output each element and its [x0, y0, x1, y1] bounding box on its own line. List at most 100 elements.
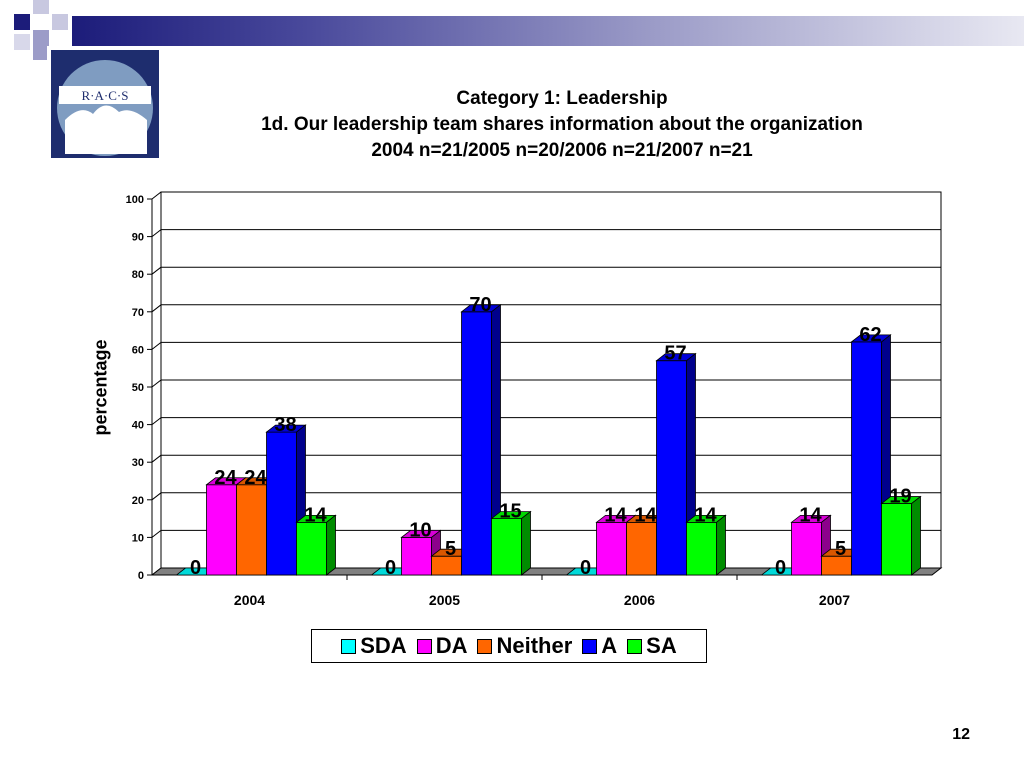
y-tick-label: 100	[126, 194, 144, 206]
y-axis-label: percentage	[90, 339, 111, 436]
bar-front	[881, 503, 912, 576]
y-tick-label: 10	[132, 532, 144, 544]
bar-front	[461, 311, 492, 576]
data-label: 62	[859, 324, 881, 346]
gridline-depth	[151, 417, 162, 425]
page-number: 12	[952, 726, 970, 743]
bar-side	[521, 510, 531, 576]
data-label: 14	[604, 504, 627, 526]
legend-item-a: A	[582, 633, 617, 659]
title-line-3: 2004 n=21/2005 n=20/2006 n=21/2007 n=21	[371, 140, 753, 161]
legend-item-sda: SDA	[341, 633, 407, 659]
data-label: 10	[409, 519, 431, 541]
x-tick-label: 2007	[819, 592, 850, 608]
decor-square	[14, 34, 30, 50]
data-label: 24	[244, 467, 267, 489]
gridline-depth	[151, 304, 162, 313]
bar-a-2005	[460, 303, 502, 576]
data-label: 0	[775, 557, 786, 579]
bar-front	[626, 521, 657, 576]
logo-text: R·A·C·S	[82, 88, 129, 103]
decor-square	[14, 14, 30, 30]
data-label: 14	[799, 504, 822, 526]
bar-sa-2007	[880, 495, 922, 576]
bar-front	[686, 521, 717, 576]
legend-item-sa: SA	[627, 633, 677, 659]
legend-label: SA	[646, 633, 677, 658]
header-banner	[72, 16, 1024, 46]
bar-front	[296, 521, 327, 576]
y-tick-label: 0	[138, 570, 144, 582]
decor-square	[33, 0, 49, 14]
legend-label: DA	[435, 633, 468, 658]
gridline-depth	[151, 342, 162, 350]
gridline-depth	[151, 454, 162, 463]
data-label: 0	[385, 557, 396, 579]
legend-label: Neither	[496, 633, 573, 658]
bar-sa-2005	[490, 510, 532, 576]
y-tick-label: 70	[132, 307, 144, 319]
bar-front	[236, 484, 267, 576]
gridline-depth	[151, 229, 162, 237]
data-label: 19	[889, 486, 911, 508]
y-tick-label: 80	[132, 269, 144, 281]
legend-swatch	[341, 638, 357, 654]
data-label: 57	[664, 343, 686, 365]
bar-a-2006	[655, 352, 697, 576]
bar-front	[401, 537, 432, 576]
legend-label: A	[601, 633, 618, 658]
gridline-depth	[151, 530, 162, 538]
slide-title: Category 1: Leadership 1d. Our leadershi…	[170, 86, 954, 164]
decor-square	[33, 46, 47, 60]
data-label: 38	[274, 414, 296, 436]
data-label: 24	[214, 467, 237, 489]
legend-label: SDA	[360, 633, 407, 658]
legend-swatch	[627, 638, 643, 654]
bar-front	[491, 518, 522, 576]
data-label: 5	[445, 538, 456, 560]
data-label: 14	[694, 504, 717, 526]
bar-side	[326, 514, 336, 576]
legend-item-neither: Neither	[477, 633, 572, 659]
title-line-2: 1d. Our leadership team shares informati…	[261, 114, 863, 135]
gridline-depth	[151, 266, 162, 275]
legend-swatch	[582, 638, 598, 654]
data-label: 14	[304, 504, 327, 526]
data-label: 0	[190, 557, 201, 579]
bar-side	[716, 514, 726, 576]
bar-a-2007	[850, 334, 892, 576]
y-tick-label: 30	[132, 457, 144, 469]
y-tick-label: 90	[132, 232, 144, 244]
x-tick-label: 2005	[429, 592, 460, 608]
legend-item-da: DA	[416, 633, 468, 659]
legend-swatch	[477, 638, 493, 654]
bar-front	[266, 431, 297, 576]
y-tick-label: 50	[132, 382, 144, 394]
decor-square	[33, 30, 49, 46]
gridline-depth	[151, 379, 162, 388]
x-tick-label: 2004	[234, 592, 265, 608]
gridline-depth	[151, 492, 162, 501]
chart-legend: SDA DA Neither A SA	[311, 629, 707, 663]
bar-sa-2004	[295, 514, 337, 576]
bar-front	[206, 484, 237, 576]
bar-front	[596, 521, 627, 576]
decor-square	[52, 14, 68, 30]
bar-neither-2007	[820, 548, 862, 576]
legend-swatch	[416, 638, 432, 654]
bar-front	[791, 521, 822, 576]
bar-front	[851, 341, 882, 576]
data-label: 70	[469, 294, 491, 316]
title-line-1: Category 1: Leadership	[456, 88, 668, 109]
data-label: 15	[499, 501, 521, 523]
y-tick-label: 20	[132, 495, 144, 507]
y-tick-label: 60	[132, 344, 144, 356]
data-label: 5	[835, 538, 846, 560]
x-tick-label: 2006	[624, 592, 655, 608]
bar-side	[911, 495, 921, 576]
bar-sa-2006	[685, 514, 727, 576]
data-label: 0	[580, 557, 591, 579]
data-label: 14	[634, 504, 657, 526]
y-tick-label: 40	[132, 420, 144, 432]
